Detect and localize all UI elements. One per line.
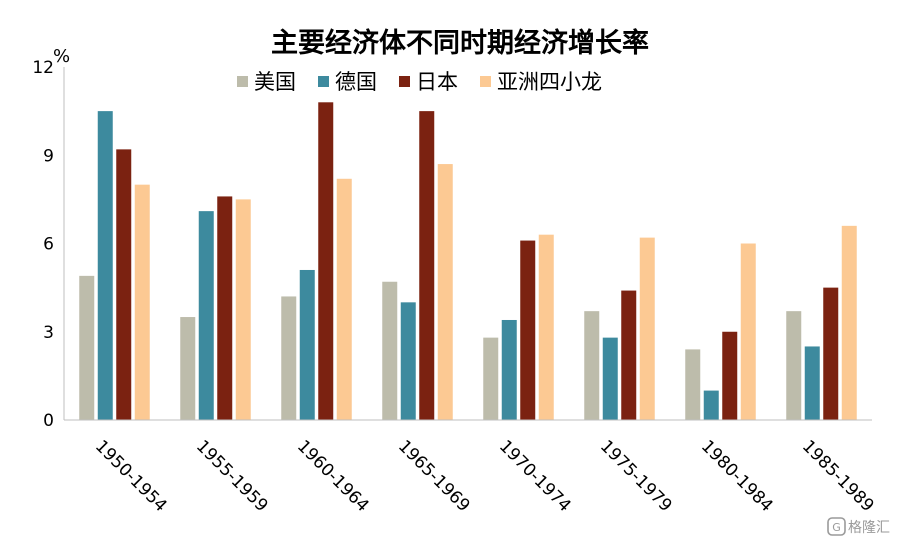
- x-tick-label: 1960-1964: [293, 436, 373, 516]
- legend-swatch: [318, 76, 329, 87]
- bar: [97, 111, 113, 420]
- legend-label: 美国: [254, 70, 296, 94]
- bar: [841, 225, 857, 420]
- y-tick-label: 0: [43, 411, 54, 431]
- bar: [198, 211, 214, 420]
- bar: [602, 337, 618, 420]
- bar: [419, 111, 435, 420]
- y-tick-label: 6: [43, 235, 54, 255]
- y-unit-label: %: [53, 46, 70, 67]
- legend-swatch: [399, 76, 410, 87]
- legend-label: 日本: [416, 70, 458, 94]
- bar: [400, 302, 416, 420]
- bar: [180, 317, 196, 420]
- glh-logo-letter: G: [832, 521, 841, 534]
- x-tick-label: 1975-1979: [596, 436, 676, 516]
- watermark: G 格隆汇: [827, 517, 890, 536]
- bar: [318, 102, 334, 421]
- legend: 美国 德国 日本 亚洲四小龙: [237, 70, 602, 94]
- watermark-text: 格隆汇: [848, 520, 890, 536]
- legend-swatch: [480, 76, 491, 87]
- bar: [740, 243, 756, 420]
- bar: [786, 311, 802, 420]
- x-tick-label: 1980-1984: [697, 436, 777, 516]
- bar: [79, 275, 95, 420]
- bar: [483, 337, 499, 420]
- bar: [501, 319, 517, 420]
- x-tick-label: 1970-1974: [495, 436, 575, 516]
- x-tick-label: 1965-1969: [394, 436, 474, 516]
- y-axis: 0 3 6 9 12: [32, 58, 65, 431]
- bar: [116, 149, 132, 420]
- y-tick-label: 3: [43, 323, 54, 343]
- bar: [685, 349, 701, 420]
- y-tick-label: 9: [43, 146, 54, 166]
- x-axis: 1950-1954 1955-1959 1960-1964 1965-1969 1970…: [64, 419, 878, 516]
- bar: [639, 237, 655, 420]
- bar: [437, 164, 453, 420]
- x-tick-label: 1955-1959: [192, 436, 272, 516]
- bar: [134, 184, 150, 420]
- bar: [621, 290, 637, 420]
- x-tick-label: 1985-1989: [798, 436, 878, 516]
- legend-label: 亚洲四小龙: [497, 70, 602, 94]
- y-tick-label: 12: [32, 58, 54, 78]
- bar: [235, 199, 251, 420]
- bar: [382, 281, 398, 420]
- legend-swatch: [237, 76, 248, 87]
- bar: [703, 390, 719, 420]
- chart-title: 主要经济体不同时期经济增长率: [271, 27, 649, 59]
- bars: [79, 102, 857, 421]
- bar: [281, 296, 297, 420]
- bar: [538, 234, 554, 420]
- bar: [299, 269, 315, 420]
- bar: [584, 311, 600, 420]
- glh-logo-icon: [827, 517, 846, 536]
- bar: [520, 240, 536, 420]
- legend-label: 德国: [335, 70, 377, 94]
- bar: [823, 287, 839, 420]
- bar: [722, 331, 738, 420]
- bar: [804, 346, 820, 420]
- x-tick-label: 1950-1954: [91, 436, 171, 516]
- bar: [217, 196, 233, 420]
- bar: [336, 178, 352, 420]
